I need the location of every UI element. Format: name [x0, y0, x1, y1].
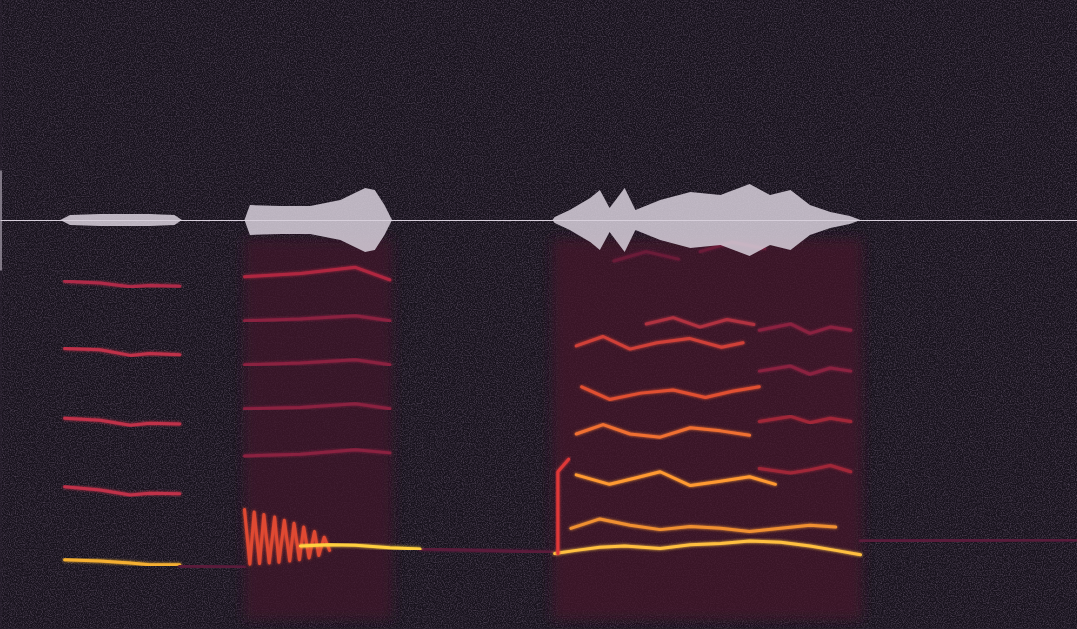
harmonic-track	[576, 337, 743, 350]
harmonic-track	[244, 360, 389, 365]
spectrogram-figure	[0, 0, 1077, 629]
background	[0, 0, 1077, 629]
harmonic-track	[244, 267, 389, 280]
harmonic-track	[65, 348, 180, 355]
harmonic-track	[65, 418, 180, 425]
axis-line	[1, 1, 2, 629]
harmonic-track	[65, 487, 180, 495]
harmonic-track	[244, 450, 389, 456]
harmonic-track	[244, 316, 389, 321]
axis-line	[1, 171, 2, 271]
harmonic-track	[759, 416, 851, 422]
harmonic-track	[65, 281, 180, 287]
harmonic-track	[65, 560, 180, 565]
waveform-area	[0, 184, 1077, 256]
y-axis	[1, 171, 2, 271]
waveform	[0, 184, 1077, 256]
harmonic-track	[300, 545, 420, 549]
harmonic-track	[571, 519, 836, 532]
harmonic-track	[555, 541, 861, 555]
harmonic-track	[646, 318, 754, 327]
harmonic-track	[582, 387, 760, 400]
x-axis	[1, 220, 1077, 221]
harmonic-track	[576, 425, 749, 438]
harmonic-track	[759, 465, 851, 473]
harmonic-track	[558, 459, 569, 553]
harmonic-track	[759, 324, 851, 333]
background-noise	[0, 0, 1077, 629]
y-axis	[1, 1, 2, 629]
harmonic-track	[244, 404, 389, 409]
harmonic-track	[180, 566, 245, 567]
energy-cell	[244, 239, 392, 620]
harmonic-track	[244, 509, 329, 564]
plot-area	[65, 239, 1077, 620]
harmonic-track	[759, 366, 851, 374]
energy-cell	[553, 239, 862, 620]
harmonic-track	[861, 540, 1077, 541]
harmonic-track	[420, 549, 552, 552]
harmonic-track	[576, 472, 775, 486]
axis-line	[1, 220, 1077, 221]
harmonic-track	[614, 252, 679, 261]
